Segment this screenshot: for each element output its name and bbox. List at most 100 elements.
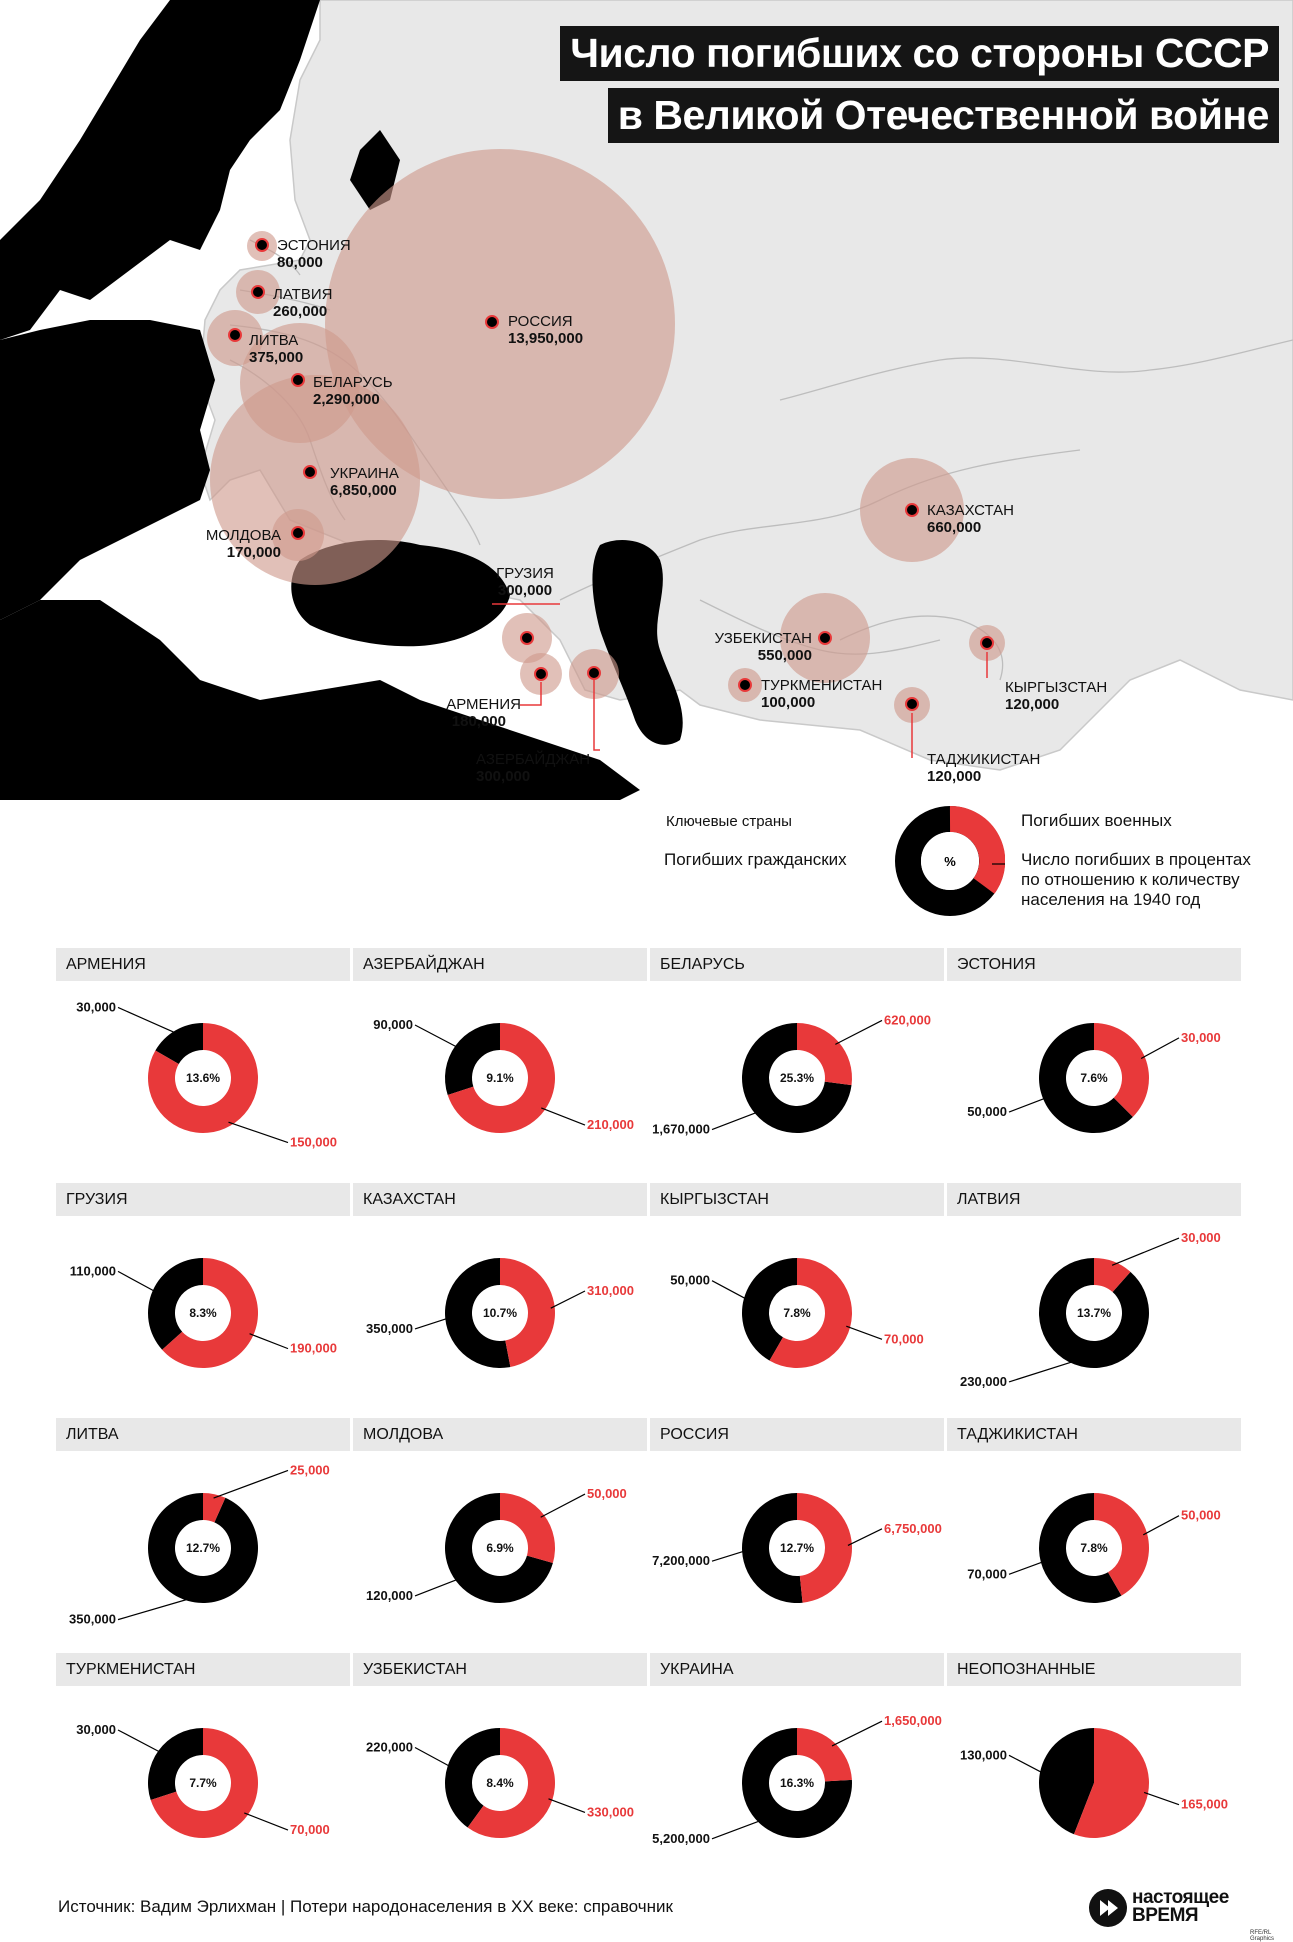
pie-chart: 7.7% 70,000 30,000 bbox=[76, 1722, 330, 1838]
pie-slice-civilian bbox=[444, 1258, 511, 1368]
title-line-2: в Великой Отечественной войне bbox=[607, 88, 1279, 143]
pie-percent-label: 25.3% bbox=[780, 1071, 814, 1085]
pie-label-military: 70,000 bbox=[884, 1331, 924, 1346]
pie-leader-military bbox=[228, 1121, 289, 1144]
pie-panel-title: АЗЕРБАЙДЖАН bbox=[353, 948, 647, 981]
pie-leader-civilian bbox=[117, 1270, 157, 1293]
pie-slice-civilian bbox=[445, 1023, 500, 1095]
pie-label-military: 210,000 bbox=[587, 1117, 634, 1132]
pie-panel: АЗЕРБАЙДЖАН 9.1% 210,000 90,000 bbox=[353, 948, 647, 1180]
pie-label-civilian: 90,000 bbox=[373, 1017, 413, 1032]
pie-percent-label: 6.9% bbox=[486, 1541, 514, 1555]
legend-key-label: Ключевые страны bbox=[666, 813, 792, 830]
pie-panel-title: КАЗАХСТАН bbox=[353, 1183, 647, 1216]
pie-panel-title: РОССИЯ bbox=[650, 1418, 944, 1451]
pie-leader-civilian bbox=[1008, 1360, 1077, 1383]
pie-label-civilian: 350,000 bbox=[69, 1612, 116, 1627]
pie-leader-civilian bbox=[414, 1578, 460, 1597]
pie-panel: МОЛДОВА 6.9% 50,000 120,000 bbox=[353, 1418, 647, 1650]
label-kazakhstan: КАЗАХСТАН 660,000 bbox=[927, 502, 1014, 536]
pie-panel: РОССИЯ 12.7% 6,750,000 7,200,000 bbox=[650, 1418, 944, 1650]
pie-leader-military bbox=[835, 1019, 883, 1045]
pie-slice-civilian bbox=[148, 1258, 203, 1350]
pie-label-civilian: 230,000 bbox=[960, 1374, 1007, 1389]
bubble-russia bbox=[325, 149, 675, 499]
pie-label-civilian: 110,000 bbox=[70, 1263, 116, 1278]
pie-leader-civilian bbox=[711, 1280, 749, 1301]
pie-panel-title: КЫРГЫЗСТАН bbox=[650, 1183, 944, 1216]
pie-leader-military bbox=[244, 1812, 289, 1831]
pie-percent-label: 12.7% bbox=[780, 1541, 814, 1555]
caspian-sea bbox=[592, 540, 683, 745]
pie-label-military: 330,000 bbox=[587, 1804, 634, 1819]
pie-slice-military bbox=[797, 1023, 852, 1086]
legend-percent-symbol: % bbox=[944, 854, 956, 869]
pie-leader-civilian bbox=[1008, 1560, 1045, 1575]
pie-label-military: 310,000 bbox=[587, 1283, 634, 1298]
pie-slice-military bbox=[500, 1258, 555, 1368]
pie-label-military: 50,000 bbox=[587, 1486, 627, 1501]
logo-icon bbox=[1089, 1889, 1127, 1927]
pie-leader-civilian bbox=[414, 1747, 452, 1768]
pie-leader-military bbox=[249, 1333, 289, 1350]
pie-percent-label: 7.8% bbox=[783, 1306, 811, 1320]
pie-panel-title: НЕОПОЗНАННЫЕ bbox=[947, 1653, 1241, 1686]
pie-leader-civilian bbox=[711, 1550, 747, 1562]
pie-label-military: 30,000 bbox=[1181, 1030, 1221, 1045]
pie-label-civilian: 220,000 bbox=[366, 1740, 413, 1755]
pie-panel-title: ЛИТВА bbox=[56, 1418, 350, 1451]
pie-label-civilian: 50,000 bbox=[670, 1273, 710, 1288]
pie-label-civilian: 7,200,000 bbox=[652, 1553, 710, 1568]
pie-panel-title: УКРАИНА bbox=[650, 1653, 944, 1686]
pie-slice-military bbox=[447, 1023, 555, 1133]
pie-label-civilian: 70,000 bbox=[967, 1566, 1007, 1581]
pie-panel: ЛИТВА 12.7% 25,000 350,000 bbox=[56, 1418, 350, 1650]
pie-slice-military bbox=[797, 1728, 852, 1782]
pie-chart: 6.9% 50,000 120,000 bbox=[366, 1486, 627, 1603]
label-azerbaijan: АЗЕРБАЙДЖАН 300,000 bbox=[476, 750, 590, 785]
dots bbox=[228, 238, 994, 711]
pie-chart: 7.6% 30,000 50,000 bbox=[967, 1023, 1221, 1133]
pie-label-military: 165,000 bbox=[1181, 1797, 1228, 1812]
pie-chart: 8.4% 330,000 220,000 bbox=[366, 1728, 634, 1838]
pie-slice-civilian bbox=[148, 1728, 203, 1800]
pie-chart: 16.3% 1,650,000 5,200,000 bbox=[652, 1713, 942, 1846]
pie-slice-civilian bbox=[1039, 1258, 1149, 1368]
pie-leader-military bbox=[1143, 1791, 1180, 1806]
pie-chart: 13.7% 30,000 230,000 bbox=[960, 1230, 1221, 1389]
pie-slice-civilian bbox=[1039, 1023, 1133, 1133]
pie-percent-label: 8.3% bbox=[189, 1306, 217, 1320]
pie-leader-military bbox=[540, 1493, 586, 1518]
pie-leader-military bbox=[1140, 1037, 1180, 1060]
pie-leader-civilian bbox=[711, 1819, 763, 1840]
pie-percent-label: 13.6% bbox=[186, 1071, 220, 1085]
pie-leader-civilian bbox=[1008, 1754, 1045, 1775]
pie-panel-title: ТУРКМЕНИСТАН bbox=[56, 1653, 350, 1686]
pie-panel: НЕОПОЗНАННЫЕ 165,000 130,000 bbox=[947, 1653, 1241, 1885]
pie-percent-label: 7.8% bbox=[1080, 1541, 1108, 1555]
label-georgia: ГРУЗИЯ 300,000 bbox=[496, 565, 554, 599]
logo-text: настоящее время bbox=[1132, 1887, 1229, 1926]
pie-percent-label: 12.7% bbox=[186, 1541, 220, 1555]
pie-chart: 7.8% 70,000 50,000 bbox=[670, 1258, 924, 1368]
pie-label-civilian: 1,670,000 bbox=[652, 1122, 710, 1137]
label-tajikistan: ТАДЖИКИСТАН 120,000 bbox=[927, 751, 1040, 785]
label-moldova: МОЛДОВА 170,000 bbox=[206, 527, 281, 561]
pie-chart: 12.7% 6,750,000 7,200,000 bbox=[652, 1493, 942, 1603]
label-ukraine: УКРАИНА 6,850,000 bbox=[330, 465, 399, 499]
pie-slice-military bbox=[467, 1728, 555, 1838]
pie-leader-civilian bbox=[117, 1597, 193, 1621]
pie-grid: АРМЕНИЯ 13.6% 150,000 30,000 АЗЕРБАЙДЖАН 9.1%… bbox=[56, 948, 1244, 1863]
map: ЭСТОНИЯ 80,000 ЛАТВИЯ 260,000 ЛИТВА 375,000… bbox=[0, 0, 1293, 800]
pie-panel: ТУРКМЕНИСТАН 7.7% 70,000 30,000 bbox=[56, 1653, 350, 1885]
label-kyrgyzstan: КЫРГЫЗСТАН 120,000 bbox=[1005, 679, 1107, 713]
pie-panel-title: ТАДЖИКИСТАН bbox=[947, 1418, 1241, 1451]
pie-slice-civilian bbox=[1039, 1493, 1122, 1603]
pie-panel: БЕЛАРУСЬ 25.3% 620,000 1,670,000 bbox=[650, 948, 944, 1180]
pie-label-civilian: 30,000 bbox=[76, 999, 116, 1014]
pie-panel-title: БЕЛАРУСЬ bbox=[650, 948, 944, 981]
pie-leader-military bbox=[831, 1720, 883, 1747]
pie-leader-military bbox=[1111, 1237, 1180, 1266]
pie-panel-title: АРМЕНИЯ bbox=[56, 948, 350, 981]
pie-label-civilian: 120,000 bbox=[366, 1588, 413, 1603]
